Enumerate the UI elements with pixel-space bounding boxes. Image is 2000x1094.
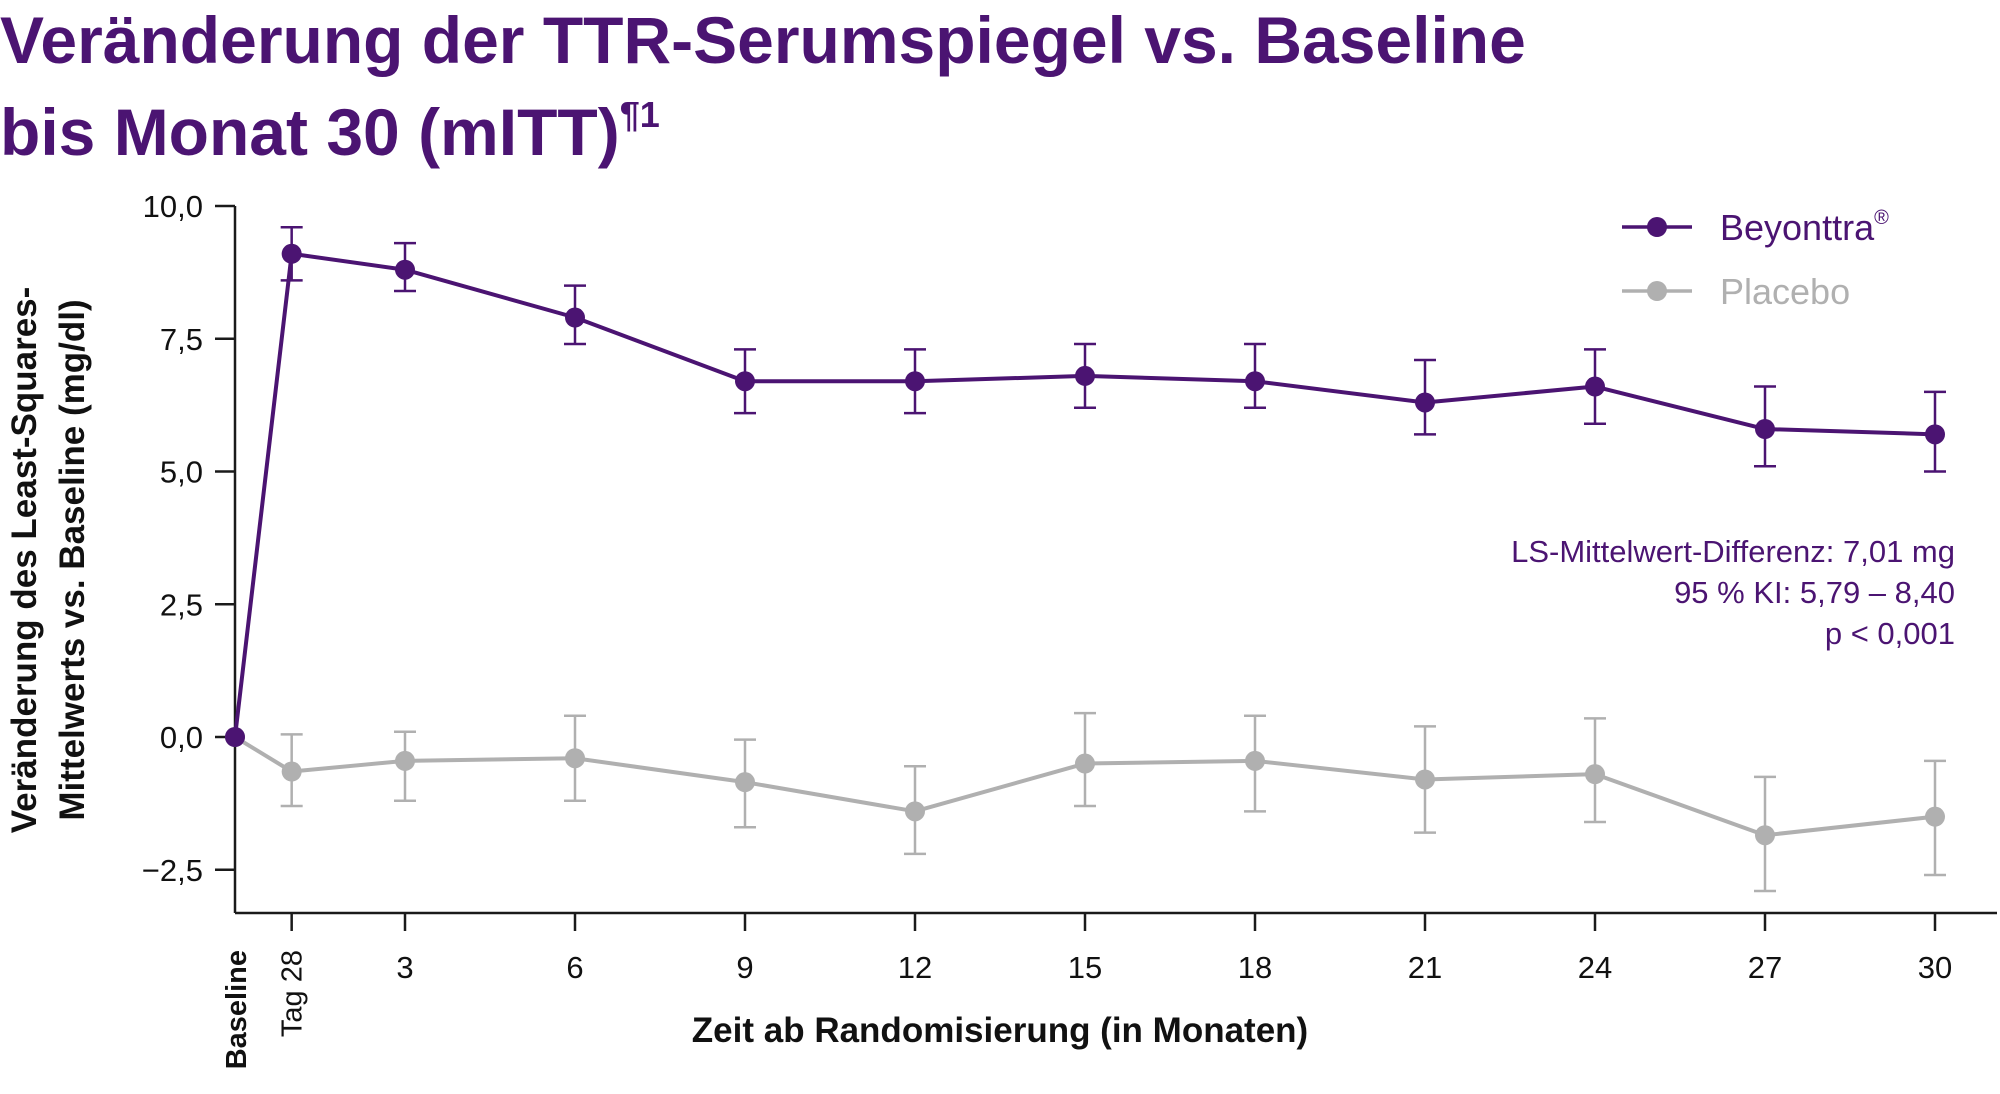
annotation-line-3: p < 0,001: [1825, 616, 1955, 651]
y-tick-label: 5,0: [160, 455, 203, 490]
data-point: [1925, 424, 1945, 445]
legend-label: Placebo: [1720, 271, 1850, 312]
x-tick-label: 24: [1578, 950, 1612, 985]
data-point: [565, 307, 585, 328]
x-tick-label: 18: [1238, 950, 1272, 985]
y-tick-label: 0,0: [160, 720, 203, 755]
data-point: [735, 371, 755, 392]
stats-annotation: LS-Mittelwert-Differenz: 7,01 mg 95 % KI…: [1511, 534, 1955, 651]
x-tick-label: Tag 28: [277, 950, 309, 1037]
data-point: [905, 801, 925, 822]
data-point: [225, 727, 245, 747]
y-axis-label-line-1: Veränderung des Least-Squares-: [5, 287, 44, 834]
x-tick-label: 6: [566, 950, 583, 985]
data-point: [565, 748, 585, 769]
annotation-line-1: LS-Mittelwert-Differenz: 7,01 mg: [1511, 534, 1955, 569]
series-beyonttra: [225, 225, 1946, 747]
title-line-2: bis Monat 30 (mITT): [0, 95, 620, 169]
axes: [233, 206, 1997, 915]
data-point: [1925, 806, 1945, 827]
x-tick-label: Baseline: [221, 950, 253, 1069]
x-tick-label: 15: [1068, 950, 1102, 985]
data-point: [281, 243, 302, 264]
y-tick-label: −2,5: [142, 853, 203, 888]
data-point: [281, 761, 302, 782]
x-ticks: Baseline Tag 28 3 6 9 12 15 18 21 24 27 30: [221, 913, 1952, 1069]
data-point: [1245, 371, 1265, 392]
data-point: [1075, 365, 1095, 386]
data-point: [1415, 769, 1435, 790]
data-point: [395, 750, 415, 771]
x-tick-label: 3: [396, 950, 413, 985]
data-point: [1075, 753, 1095, 774]
annotation-line-2: 95 % KI: 5,79 – 8,40: [1674, 575, 1955, 610]
data-point: [1755, 825, 1775, 846]
x-tick-label: 30: [1918, 950, 1952, 985]
data-point: [1415, 392, 1435, 413]
legend-registered-mark: ®: [1874, 207, 1889, 229]
data-point: [905, 371, 925, 392]
y-tick-label: 10,0: [143, 189, 203, 224]
x-tick-label: 9: [736, 950, 753, 985]
title-superscript: ¶1: [619, 94, 660, 135]
chart-title: Veränderung der TTR-Serumspiegel vs. Bas…: [0, 0, 1900, 178]
y-tick-label: 7,5: [160, 322, 203, 357]
x-axis-label: Zeit ab Randomisierung (in Monaten): [692, 1011, 1308, 1050]
series-line: [233, 735, 1936, 838]
title-line-1: Veränderung der TTR-Serumspiegel vs. Bas…: [0, 3, 1526, 77]
data-point: [735, 772, 755, 793]
legend-marker: [1647, 281, 1667, 301]
data-point: [1585, 376, 1605, 397]
x-tick-label: 12: [898, 950, 932, 985]
legend-marker: [1647, 217, 1667, 237]
data-point: [395, 259, 415, 280]
legend-label: Beyonttra®: [1720, 207, 1889, 248]
y-tick-label: 2,5: [160, 587, 203, 622]
x-tick-label: 27: [1748, 950, 1782, 985]
x-tick-label: 21: [1408, 950, 1442, 985]
plot-area: [225, 225, 1946, 893]
series-placebo: [225, 711, 1946, 893]
legend: Beyonttra® Placebo: [1622, 207, 1889, 312]
series-line: [233, 251, 1936, 738]
data-point: [1245, 750, 1265, 771]
data-point: [1755, 419, 1775, 440]
data-point: [1585, 764, 1605, 785]
y-ticks: 10,0 7,5 5,0 2,5 0,0 −2,5: [142, 189, 235, 888]
y-axis-label-line-2: Mittelwerts vs. Baseline (mg/dl): [53, 299, 92, 820]
